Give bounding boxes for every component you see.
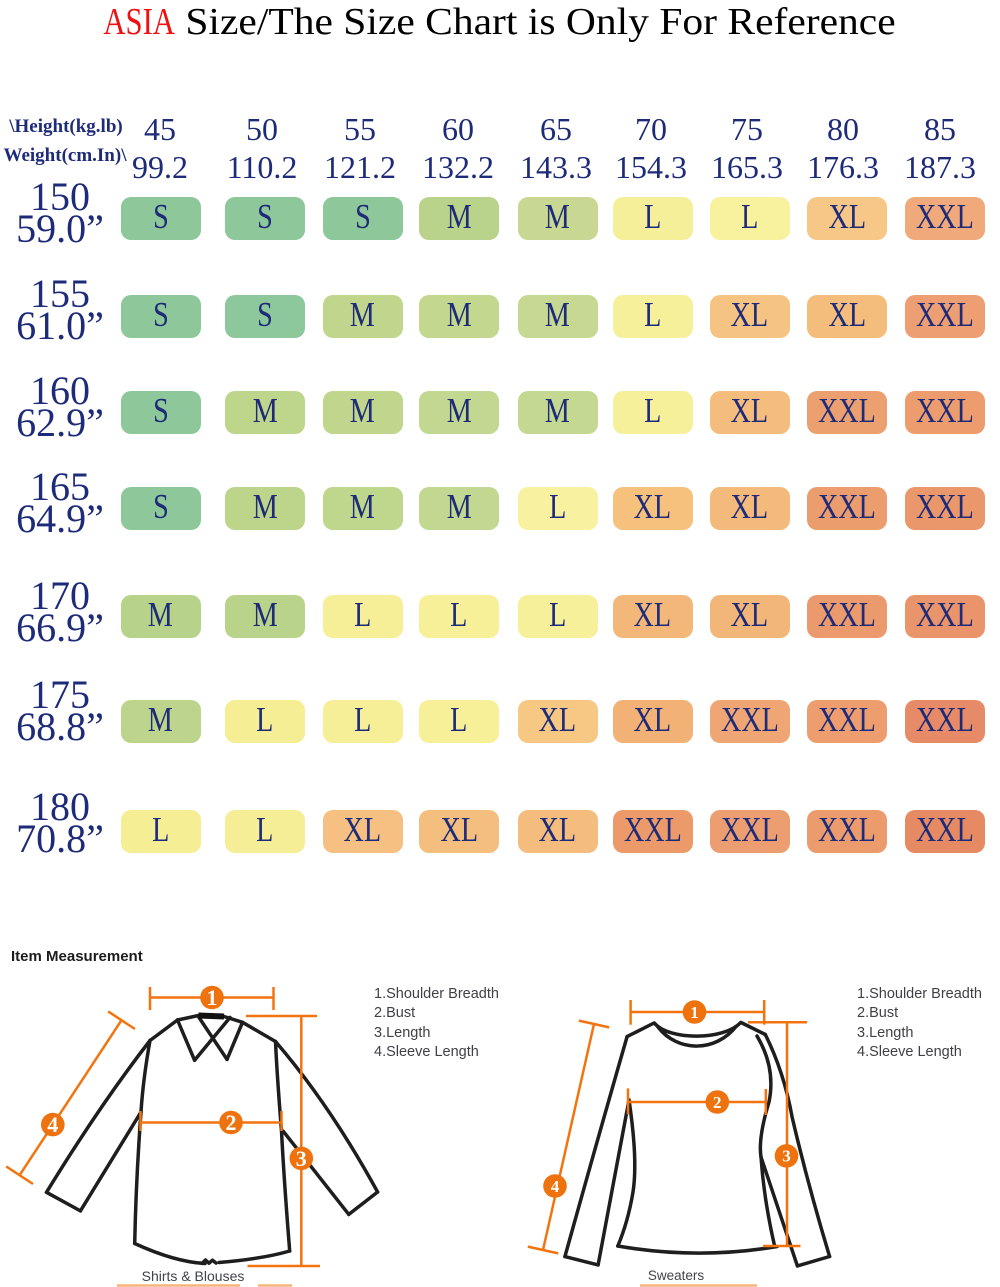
svg-text:3: 3 (782, 1147, 791, 1166)
svg-text:4: 4 (47, 1112, 58, 1137)
svg-text:2: 2 (713, 1093, 722, 1112)
svg-text:3: 3 (296, 1146, 307, 1171)
svg-text:1: 1 (207, 985, 218, 1010)
svg-text:4: 4 (551, 1177, 560, 1196)
svg-text:2: 2 (226, 1110, 237, 1135)
svg-text:1: 1 (690, 1003, 699, 1022)
